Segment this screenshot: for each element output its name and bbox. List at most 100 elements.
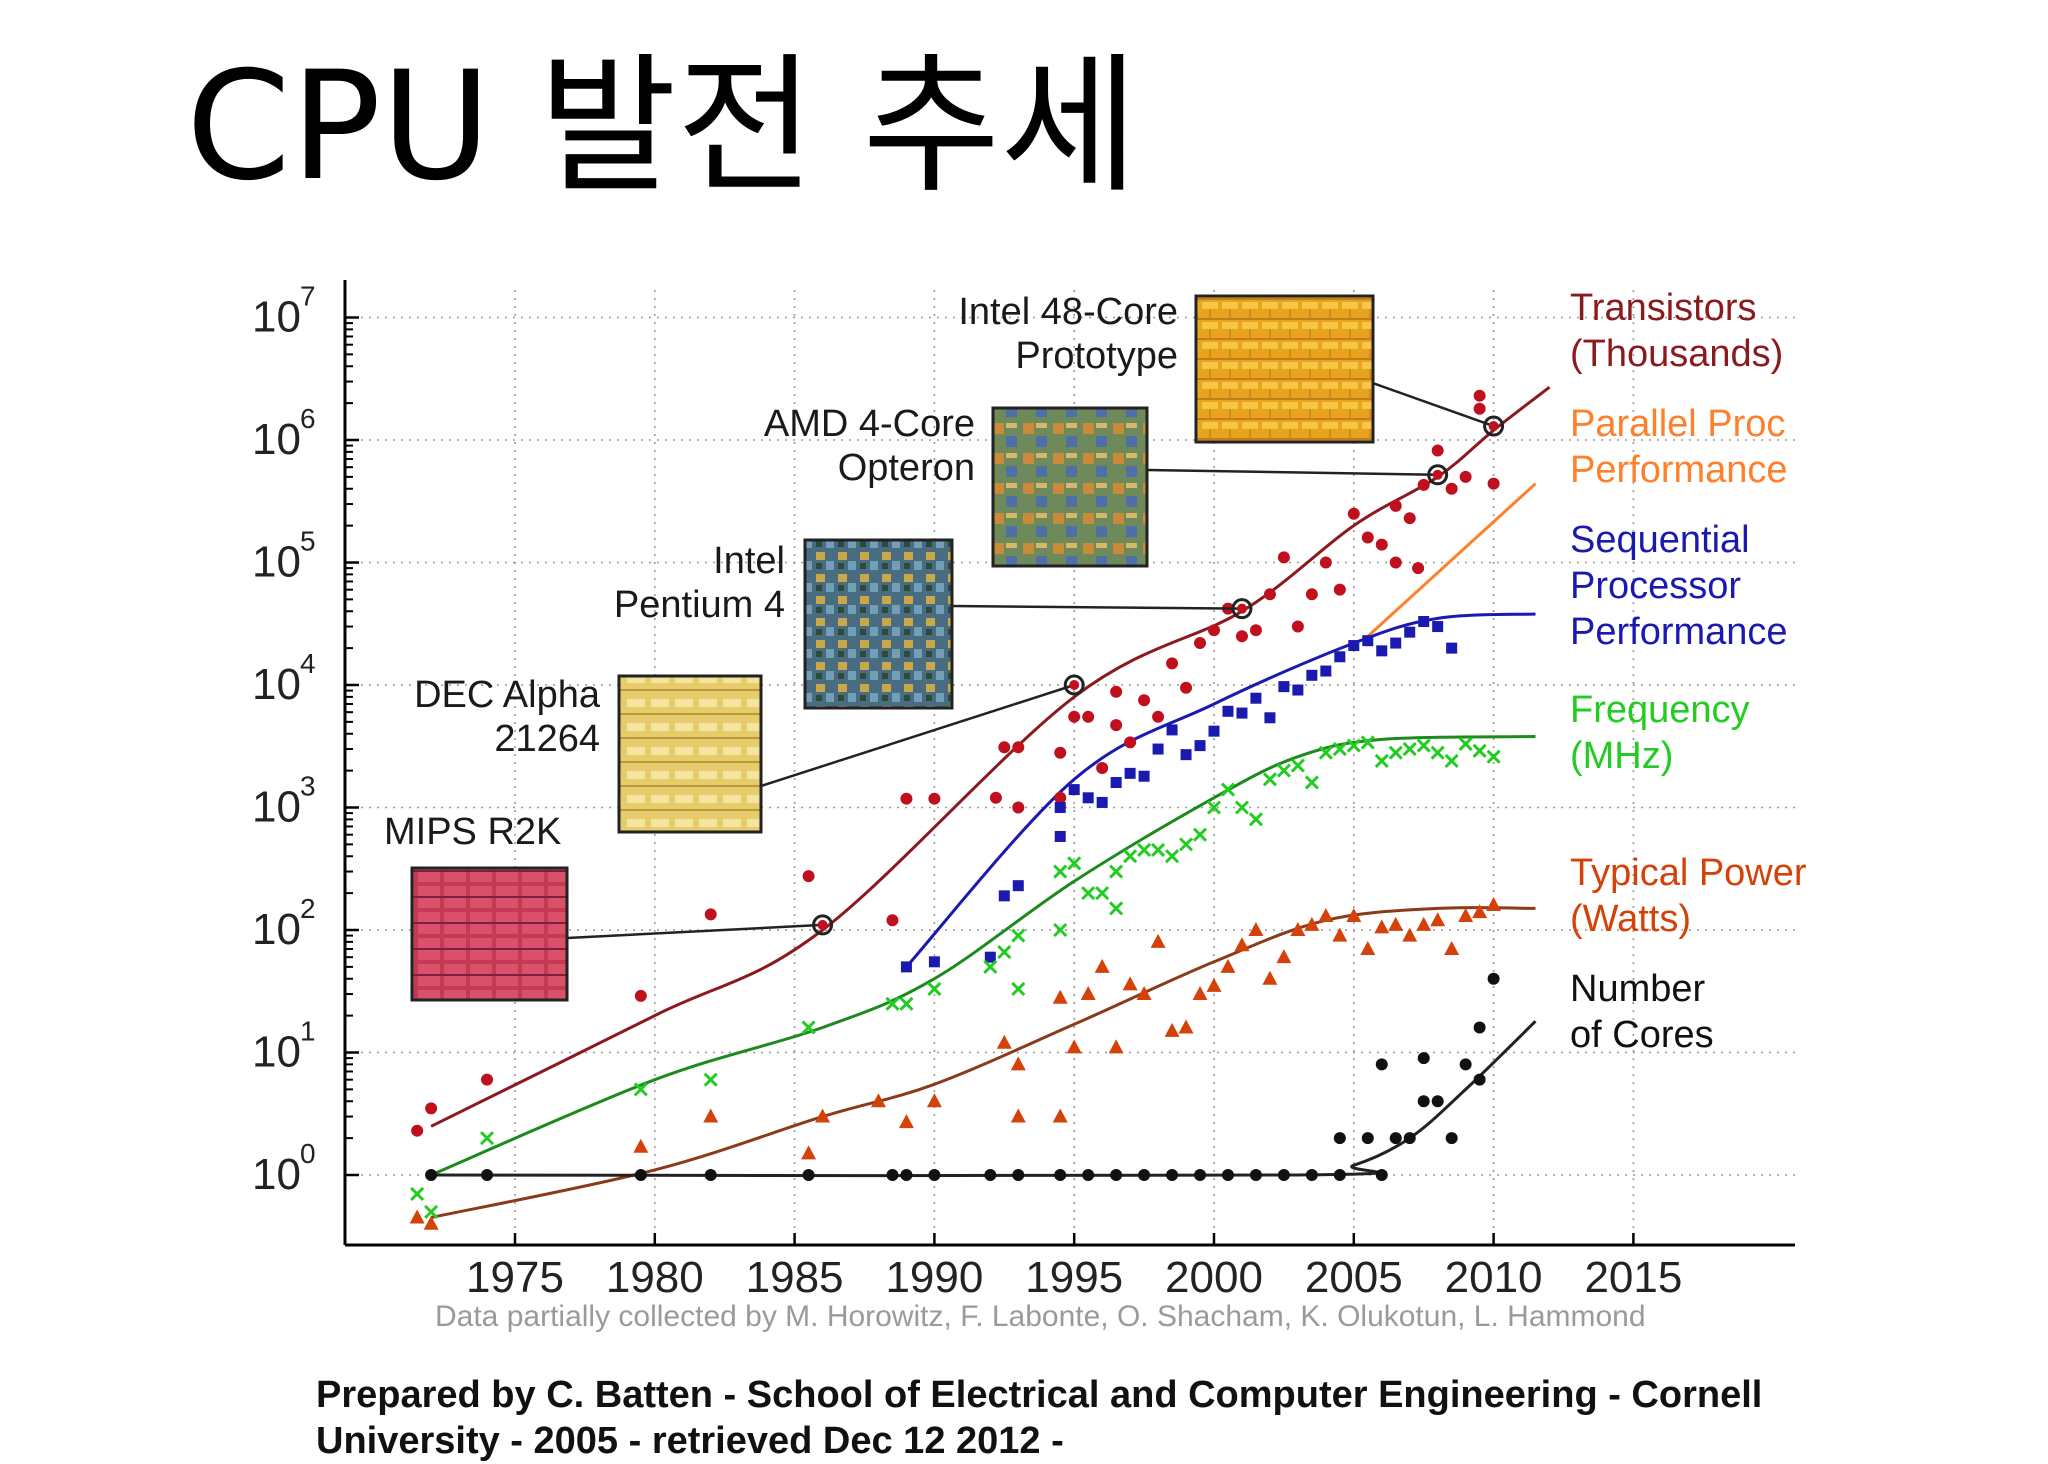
typical-power-watts-point-18 xyxy=(1122,976,1138,991)
number-of-cores-label-line-0: Number xyxy=(1570,968,1705,1010)
parallel-proc-performance-label-line-1: Performance xyxy=(1570,449,1788,491)
frequency-mhz-point-37 xyxy=(1360,735,1375,750)
transistors-thousands-point-47 xyxy=(1473,389,1486,402)
sequential-processor-performance-point-18 xyxy=(1222,705,1234,717)
typical-power-watts-label-line-0: Typical Power xyxy=(1570,852,1807,894)
typical-power-watts-point-32 xyxy=(1318,908,1334,923)
typical-power-watts-point-2 xyxy=(633,1138,649,1153)
number-of-cores-point-15 xyxy=(1194,1169,1207,1181)
frequency-mhz-point-32 xyxy=(1290,758,1305,773)
typical-power-watts-trend-line xyxy=(430,906,1536,1219)
y-tick-exponent-1: 1 xyxy=(300,1016,316,1047)
trend-layer xyxy=(430,386,1551,1219)
transistors-thousands-point-43 xyxy=(1417,478,1430,491)
number-of-cores-point-21 xyxy=(1333,1132,1346,1145)
frequency-mhz-point-28 xyxy=(1234,800,1250,815)
frequency-mhz-point-16 xyxy=(1081,886,1096,901)
transistors-thousands-point-11 xyxy=(1012,741,1025,754)
transistors-thousands-point-7 xyxy=(900,792,913,805)
sequential-processor-performance-point-15 xyxy=(1180,749,1192,761)
frequency-mhz-point-22 xyxy=(1151,842,1166,858)
x-tick-label-3: 1990 xyxy=(885,1253,983,1302)
transistors-thousands-point-9 xyxy=(989,791,1002,804)
transistors-thousands-point-45 xyxy=(1445,482,1458,495)
sequential-processor-performance-point-25 xyxy=(1320,665,1332,677)
sequential-processor-performance-point-34 xyxy=(1446,642,1458,654)
sequential-processor-performance-point-21 xyxy=(1264,712,1276,724)
number-of-cores-point-5 xyxy=(886,1169,899,1181)
intel-pentium-4-label-line-1: Pentium 4 xyxy=(614,584,785,626)
slide-title: CPU 발전 추세 xyxy=(186,40,1139,214)
number-of-cores-point-11 xyxy=(1082,1169,1095,1181)
typical-power-watts-point-12 xyxy=(1052,1108,1068,1123)
intel-pentium-4-chip-image xyxy=(803,538,954,710)
transistors-thousands-point-39 xyxy=(1389,556,1402,569)
intel-pentium-4-marker xyxy=(1231,598,1253,620)
frequency-mhz-point-19 xyxy=(1109,864,1124,879)
transistors-thousands-point-15 xyxy=(1068,710,1081,723)
frequency-mhz-point-9 xyxy=(983,959,998,974)
number-of-cores-point-32 xyxy=(1473,1021,1486,1034)
label-layer: Transistors(Thousands)Parallel ProcPerfo… xyxy=(1570,287,1807,1056)
transistors-thousands-point-31 xyxy=(1277,551,1290,564)
number-of-cores-point-10 xyxy=(1054,1169,1067,1181)
frequency-mhz-point-2 xyxy=(479,1131,495,1146)
sequential-processor-performance-point-30 xyxy=(1390,637,1402,649)
typical-power-watts-point-29 xyxy=(1276,949,1292,964)
frequency-mhz-point-29 xyxy=(1248,812,1264,827)
transistors-thousands-point-0 xyxy=(411,1124,424,1137)
sequential-processor-performance-point-19 xyxy=(1236,707,1248,719)
dec-alpha-21264-connector xyxy=(760,683,1075,788)
sequential-processor-performance-point-9 xyxy=(1096,796,1108,808)
sequential-processor-performance-point-0 xyxy=(900,961,912,973)
x-tick-label-4: 1995 xyxy=(1025,1253,1123,1302)
transistors-thousands-point-29 xyxy=(1249,624,1262,637)
number-of-cores-point-3 xyxy=(704,1169,717,1181)
frequency-mhz-point-46 xyxy=(1486,749,1501,764)
frequency-mhz-point-8 xyxy=(927,981,942,997)
y-tick-exponent-3: 3 xyxy=(300,771,316,802)
dec-alpha-21264-marker-dot xyxy=(1069,680,1080,690)
transistors-thousands-point-14 xyxy=(1054,746,1067,759)
y-tick-label-0: 10 xyxy=(252,1150,301,1199)
typical-power-watts-point-34 xyxy=(1346,908,1362,923)
sequential-processor-performance-point-4 xyxy=(1012,880,1024,892)
typical-power-watts-point-7 xyxy=(898,1114,914,1129)
typical-power-watts-point-1 xyxy=(423,1215,439,1230)
transistors-thousands-point-38 xyxy=(1375,538,1388,551)
number-of-cores-point-8 xyxy=(984,1169,997,1181)
data-credit: Data partially collected by M. Horowitz,… xyxy=(435,1300,1646,1333)
frequency-mhz-point-3 xyxy=(633,1082,648,1097)
mips-r2k-connector xyxy=(566,923,823,940)
sequential-processor-performance-point-12 xyxy=(1138,770,1150,782)
typical-power-watts-point-35 xyxy=(1360,940,1376,955)
number-of-cores-point-29 xyxy=(1431,1095,1444,1108)
frequency-mhz-point-12 xyxy=(1011,928,1026,943)
prepared-by-caption: Prepared by C. Batten - School of Electr… xyxy=(316,1374,1763,1462)
y-tick-exponent-2: 2 xyxy=(300,893,316,924)
transistors-thousands-point-42 xyxy=(1412,562,1425,575)
transistors-thousands-label-line-0: Transistors xyxy=(1570,287,1757,329)
number-of-cores-point-17 xyxy=(1249,1169,1262,1181)
frequency-mhz-point-15 xyxy=(1067,856,1082,871)
transistors-thousands-point-28 xyxy=(1235,630,1248,643)
x-tick-label-1: 1980 xyxy=(606,1253,704,1302)
number-of-cores-point-24 xyxy=(1375,1058,1388,1071)
y-tick-label-6: 10 xyxy=(252,415,301,464)
y-tick-exponent-7: 7 xyxy=(300,281,316,312)
frequency-mhz-point-24 xyxy=(1178,837,1194,852)
number-of-cores-point-31 xyxy=(1459,1058,1472,1071)
number-of-cores-point-9 xyxy=(1012,1169,1025,1181)
mips-r2k-label-line-0: MIPS R2K xyxy=(384,811,561,853)
transistors-thousands-point-8 xyxy=(928,792,941,805)
number-of-cores-point-25 xyxy=(1389,1132,1402,1145)
typical-power-watts-point-11 xyxy=(1010,1108,1026,1123)
sequential-processor-performance-point-17 xyxy=(1208,725,1220,737)
y-tick-label-1: 10 xyxy=(252,1028,301,1077)
amd-4-core-opteron-marker-dot xyxy=(1432,469,1443,480)
typical-power-watts-point-20 xyxy=(1150,933,1166,948)
sequential-processor-performance-point-11 xyxy=(1124,767,1136,779)
amd-4-core-opteron-marker xyxy=(1427,464,1449,486)
mips-r2k-chip-image xyxy=(410,866,569,1002)
